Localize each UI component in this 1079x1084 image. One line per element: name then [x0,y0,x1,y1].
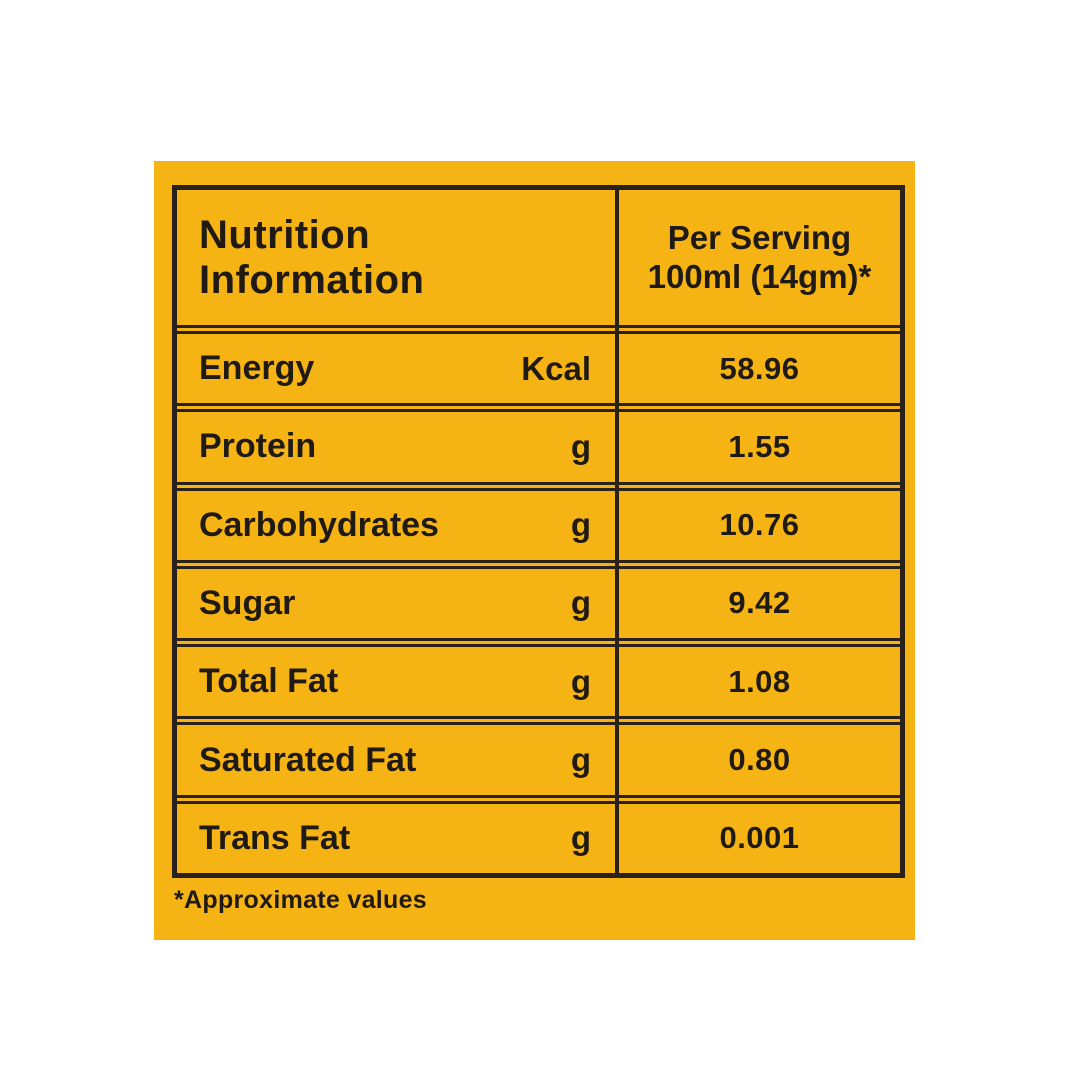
nutrient-unit: g [570,584,591,622]
nutrient-cell: Saturated Fat g [177,725,619,794]
nutrient-unit: g [570,741,591,779]
nutrition-table: Nutrition Information Per Serving 100ml … [172,185,905,878]
nutrient-name: Protein [199,427,317,466]
table-row-sugar: Sugar g 9.42 [177,569,900,648]
serving-line-1: Per Serving [667,218,852,256]
column-divider [615,190,619,873]
serving-line-2: 100ml (14gm)* [647,257,872,295]
nutrient-name: Saturated Fat [199,740,417,779]
nutrient-unit: g [570,819,591,857]
nutrient-name: Total Fat [199,662,339,701]
nutrient-unit: g [570,427,591,465]
nutrient-value: 1.55 [728,428,791,464]
table-row-trans-fat: Trans Fat g 0.001 [177,804,900,873]
table-row-saturated-fat: Saturated Fat g 0.80 [177,725,900,804]
serving-heading: Per Serving 100ml (14gm)* [648,219,872,297]
nutrient-cell: Carbohydrates g [177,491,619,560]
nutrient-cell: Protein g [177,412,619,481]
nutrient-cell: Total Fat g [177,647,619,716]
table-header-row: Nutrition Information Per Serving 100ml … [177,190,900,334]
nutrient-name: Carbohydrates [199,505,439,544]
nutrient-unit: g [570,662,591,700]
nutrient-name: Trans Fat [199,818,351,857]
nutrient-cell: Trans Fat g [177,804,619,873]
table-row-total-fat: Total Fat g 1.08 [177,647,900,726]
nutrient-value: 0.001 [719,820,800,856]
table-row-protein: Protein g 1.55 [177,412,900,491]
value-cell: 1.08 [619,647,900,716]
nutrient-unit: g [570,506,591,544]
value-cell: 9.42 [619,569,900,638]
nutrient-value: 1.08 [728,663,791,699]
value-cell: 0.001 [619,804,900,873]
value-cell: 0.80 [619,725,900,794]
table-row-carbohydrates: Carbohydrates g 10.76 [177,491,900,569]
footnote: *Approximate values [174,886,428,914]
value-cell: 10.76 [619,491,900,560]
table-row-energy: Energy Kcal 58.96 [177,334,900,413]
nutrient-value: 0.80 [728,742,791,778]
header-title-cell: Nutrition Information [177,190,619,325]
nutrient-name: Energy [199,349,315,388]
nutrient-value: 9.42 [728,585,791,621]
value-cell: 58.96 [619,334,900,403]
nutrition-label: Nutrition Information Per Serving 100ml … [154,161,915,940]
nutrient-cell: Energy Kcal [177,334,619,403]
nutrient-unit: Kcal [521,349,591,387]
nutrient-name: Sugar [199,583,296,622]
nutrient-value: 10.76 [719,507,800,543]
header-serving-cell: Per Serving 100ml (14gm)* [619,190,900,325]
table-title: Nutrition Information [199,212,425,302]
nutrient-cell: Sugar g [177,569,619,638]
nutrient-value: 58.96 [719,350,800,386]
value-cell: 1.55 [619,412,900,481]
